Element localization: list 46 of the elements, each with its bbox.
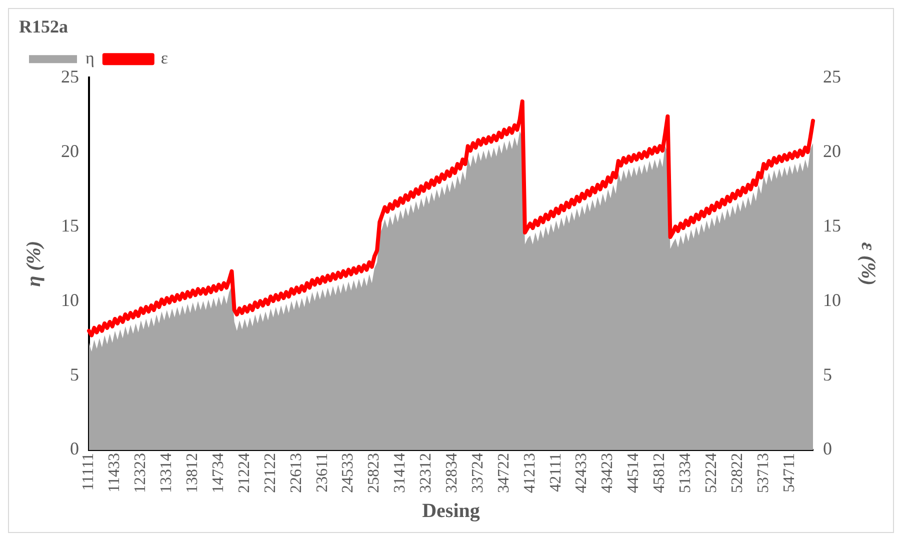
y-tick-label: 25 <box>61 66 79 86</box>
x-tick-label: 21224 <box>236 453 253 493</box>
x-tick-label: 44514 <box>625 453 642 493</box>
y-tick-label: 10 <box>61 290 79 310</box>
y2-tick-label: 10 <box>823 290 841 310</box>
x-tick-label: 53713 <box>754 453 772 493</box>
x-tick-label: 43423 <box>599 453 616 493</box>
x-tick-label: 33724 <box>469 453 486 493</box>
y2-tick-label: 0 <box>823 438 832 459</box>
x-tick-label: 13314 <box>158 453 176 493</box>
x-tick-label: 23611 <box>314 453 331 492</box>
chart-title: R152a <box>19 16 68 36</box>
x-tick-label: 32312 <box>418 453 435 493</box>
y2-axis-title: ε (%) <box>856 242 879 286</box>
x-tick-label: 42111 <box>547 453 564 492</box>
x-tick-label: 52224 <box>703 453 720 493</box>
y2-tick-label: 15 <box>823 215 841 236</box>
x-tick-label: 14734 <box>210 453 227 493</box>
x-tick-label: 22613 <box>288 453 305 493</box>
x-tick-label: 41213 <box>521 453 538 493</box>
x-tick-label: 12323 <box>132 453 150 493</box>
x-tick-label: 11433 <box>106 453 124 492</box>
y2-tick-label: 25 <box>823 66 841 86</box>
y2-tick-label: 20 <box>823 140 841 161</box>
y-tick-label: 0 <box>70 438 79 459</box>
x-tick-label: 32834 <box>444 453 460 493</box>
x-tick-label: 11111 <box>80 453 98 491</box>
x-tick-label: 42433 <box>573 453 590 493</box>
y-tick-label: 20 <box>61 140 79 161</box>
x-axis-title: Desing <box>422 500 480 522</box>
y-tick-label: 5 <box>70 364 79 384</box>
x-tick-label: 52822 <box>728 453 746 493</box>
x-tick-label: 34722 <box>495 453 512 493</box>
x-tick-label: 54711 <box>780 453 798 492</box>
x-tick-label: 24533 <box>340 453 357 493</box>
x-tick-label: 13812 <box>184 453 201 493</box>
x-tick-label: 45812 <box>651 453 668 493</box>
legend-label: η <box>86 48 94 68</box>
y-axis-title: η (%) <box>23 240 46 287</box>
y2-tick-label: 5 <box>823 364 832 384</box>
y-tick-label: 15 <box>61 215 79 236</box>
x-tick-label: 25823 <box>366 453 383 493</box>
x-tick-label: 51334 <box>677 453 694 493</box>
legend-label: ε <box>160 48 168 68</box>
x-tick-label: 22122 <box>262 453 279 493</box>
x-tick-label: 31414 <box>392 453 409 493</box>
